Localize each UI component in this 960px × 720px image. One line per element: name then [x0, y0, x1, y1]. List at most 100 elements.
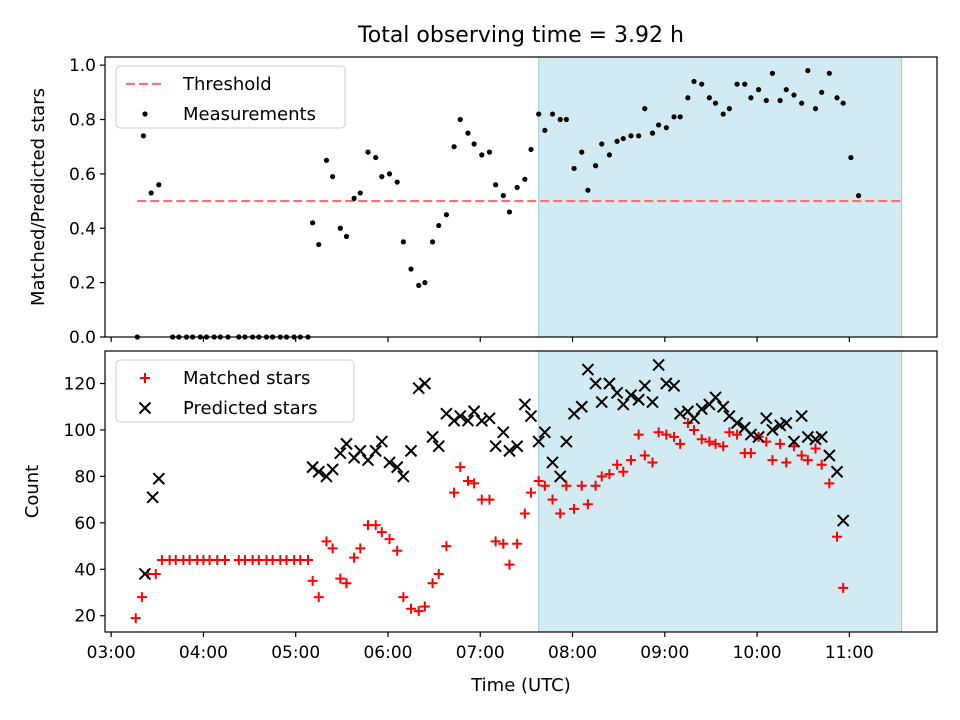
predicted-point — [306, 460, 319, 474]
predicted-point — [687, 412, 701, 425]
measurement-point — [599, 141, 605, 147]
measurement-point — [351, 195, 357, 201]
measurement-point — [506, 209, 513, 215]
measurement-point — [763, 97, 769, 104]
legend-label: Threshold — [182, 74, 272, 95]
measurement-point — [522, 176, 528, 182]
matched-point — [710, 438, 721, 449]
predicted-point — [454, 409, 467, 423]
predicted-point — [354, 444, 367, 458]
x-tick-label: 06:00 — [363, 643, 412, 663]
measurement-point — [663, 125, 669, 131]
measurement-point — [500, 193, 506, 199]
predicted-point — [610, 386, 624, 400]
predicted-point — [709, 391, 722, 404]
matched-point — [392, 545, 403, 556]
matched-point — [767, 455, 778, 466]
predicted-point — [744, 428, 758, 441]
measurement-point — [310, 220, 316, 226]
matched-point — [625, 455, 636, 466]
matched-point — [775, 438, 786, 449]
matched-point — [341, 578, 352, 589]
measurement-point — [706, 95, 712, 101]
matched-point — [618, 466, 629, 477]
x-tick-label: 09:00 — [640, 643, 689, 663]
predicted-point — [823, 449, 836, 462]
measurement-point — [805, 67, 811, 74]
matched-point — [441, 541, 452, 552]
measurement-point — [656, 122, 662, 128]
predicted-point — [503, 444, 516, 458]
predicted-point — [138, 567, 152, 581]
predicted-point — [632, 393, 645, 406]
matched-point — [796, 450, 807, 461]
matched-point — [802, 455, 813, 466]
measurement-point — [148, 190, 154, 196]
predicted-point — [780, 416, 793, 430]
legend-box — [115, 65, 346, 129]
predicted-point — [560, 435, 573, 448]
matched-point — [433, 568, 444, 579]
matched-point — [349, 552, 360, 563]
predicted-point — [489, 440, 502, 453]
measurement-point — [783, 87, 789, 93]
predicted-point — [467, 405, 481, 418]
matched-point — [427, 578, 438, 589]
predicted-point — [340, 437, 353, 451]
predicted-point — [461, 414, 475, 427]
predicted-point — [575, 400, 588, 413]
predicted-point — [589, 377, 602, 390]
predicted-point — [624, 388, 638, 402]
predicted-point — [766, 423, 779, 437]
x-tick-label: 10:00 — [733, 643, 782, 663]
measurement-point — [408, 266, 414, 272]
measurement-point — [848, 154, 854, 161]
predicted-point — [518, 398, 532, 411]
predicted-point — [660, 377, 673, 390]
measurement-point — [563, 116, 569, 123]
matched-point — [832, 531, 843, 542]
matched-point — [682, 417, 693, 428]
measurement-point — [486, 149, 493, 155]
matched-point — [130, 613, 141, 624]
matched-point — [398, 592, 409, 603]
measurement-point — [585, 187, 591, 193]
predicted-point — [369, 444, 382, 458]
matched-point — [838, 582, 849, 593]
predicted-point — [432, 440, 445, 453]
matched-point — [355, 543, 366, 554]
y-tick-label: 1.0 — [69, 56, 96, 76]
predicted-point — [787, 435, 801, 448]
predicted-point — [638, 379, 652, 393]
measurement-point — [549, 111, 556, 117]
matched-point — [604, 469, 615, 480]
y-tick-label: 20 — [74, 607, 96, 627]
x-tick-label: 04:00 — [179, 643, 228, 663]
matched-point — [469, 478, 480, 489]
measurement-point — [742, 81, 748, 87]
measurement-point — [436, 222, 442, 229]
predicted-point — [760, 412, 773, 425]
measurement-point — [343, 233, 350, 240]
predicted-point — [581, 363, 595, 376]
matched-point — [824, 478, 835, 489]
matched-point — [136, 592, 147, 603]
measurement-point — [834, 95, 840, 101]
measurement-point — [649, 130, 656, 136]
matched-point — [661, 429, 672, 440]
matched-point — [576, 480, 587, 491]
predicted-point — [334, 446, 347, 460]
measurement-point — [642, 106, 648, 112]
predicted-point — [397, 470, 410, 483]
matched-point — [462, 476, 473, 487]
figure-title: Total observing time = 3.92 h — [357, 23, 684, 48]
measurement-point — [812, 106, 819, 112]
matched-point — [498, 538, 509, 549]
predicted-point — [447, 414, 461, 427]
measurement-point — [471, 141, 477, 147]
matched-point — [539, 480, 550, 491]
measurement-point — [514, 184, 520, 191]
legend: Threshold Measurements — [115, 65, 346, 129]
measurement-point — [571, 165, 577, 172]
predicted-point — [312, 465, 325, 478]
